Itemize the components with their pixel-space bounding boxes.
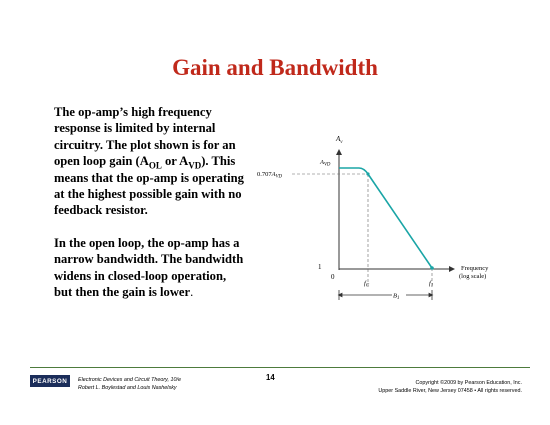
paragraph-text: ). This means that the op-amp is operati… [54, 154, 244, 218]
cutoff-point [366, 172, 370, 176]
footer-divider [30, 367, 530, 368]
footer-copyright: Copyright ©2009 by Pearson Education, In… [378, 379, 522, 395]
paragraph-text: or A [161, 154, 189, 169]
unity-gain-point [430, 266, 434, 270]
origin-label: 0 [331, 273, 335, 281]
paragraph-open-loop-gain: The op-amp’s high frequency response is … [54, 104, 244, 219]
y-axis-label: Av [335, 135, 343, 145]
copyright-line: Copyright ©2009 by Pearson Education, In… [415, 380, 522, 386]
footer-book-info: Electronic Devices and Circuit Theory, 1… [78, 376, 181, 392]
paragraph-end: . [190, 285, 194, 300]
slide-title: Gain and Bandwidth [172, 55, 378, 80]
paragraph-bandwidth: In the open loop, the op-amp has a narro… [54, 235, 244, 301]
x-axis-label: Frequency [461, 265, 489, 272]
fc-label: fC [364, 280, 370, 289]
unity-gain-label: 1 [318, 263, 322, 271]
book-authors: Robert L. Boylestad and Louis Nashelsky [78, 385, 177, 391]
paragraph-text: The op-amp’s high frequency response is … [54, 105, 236, 169]
open-loop-response-curve [339, 167, 433, 269]
book-title: Electronic Devices and Circuit Theory, 1… [78, 377, 181, 383]
a-vd-label: AVD [319, 159, 331, 168]
subscript-ol: OL [148, 160, 162, 171]
subscript-vd: VD [188, 160, 202, 171]
slide-body: The op-amp’s high frequency response is … [54, 104, 244, 300]
page-number: 14 [266, 373, 275, 382]
rights-line: Upper Saddle River, New Jersey 07458 • A… [378, 388, 522, 394]
bandwidth-label: B1 [393, 293, 399, 302]
cutoff-gain-label: 0.707AVD [257, 171, 283, 180]
paragraph-text: In the open loop, the op-amp has a narro… [54, 235, 244, 300]
pearson-logo: PEARSON [30, 375, 70, 387]
f1-label: f1 [429, 280, 433, 289]
x-axis-scale-label: (log scale) [459, 273, 486, 280]
